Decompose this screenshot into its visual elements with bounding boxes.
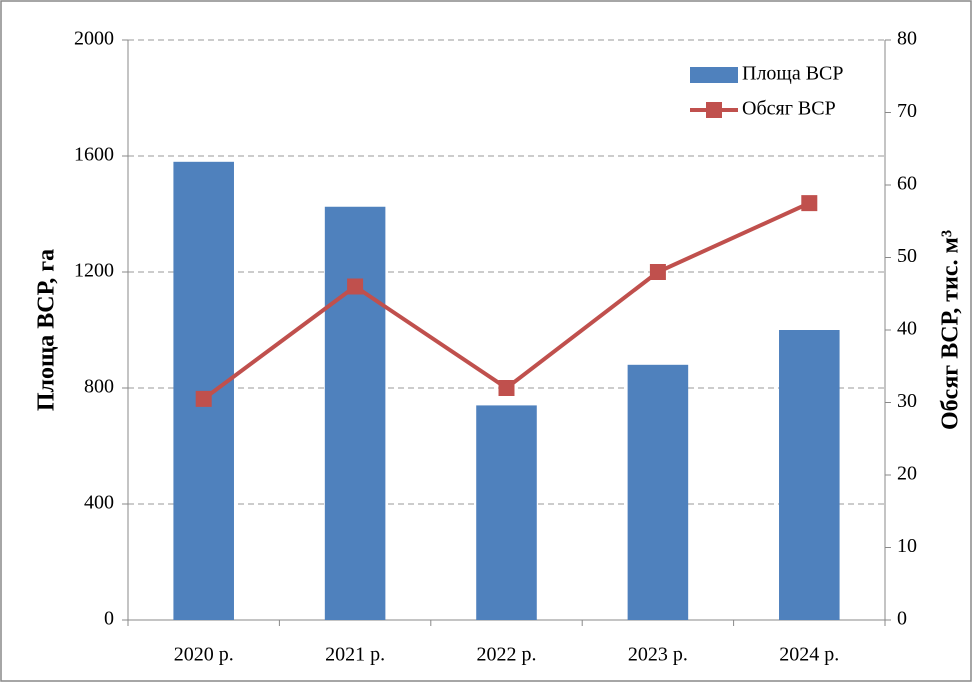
x-tick-label: 2023 р. [628, 644, 688, 666]
y2-tick-label: 60 [897, 173, 917, 195]
x-tick-label: 2020 р. [174, 644, 234, 666]
x-tick-label: 2021 р. [325, 644, 385, 666]
y2-tick-label: 20 [897, 463, 917, 485]
legend-label: Площа ВСР [742, 63, 844, 85]
legend-marker [706, 102, 722, 118]
y2-tick-label: 40 [897, 318, 917, 340]
y-tick-label: 2000 [74, 28, 114, 50]
bar [627, 364, 689, 620]
y2-tick-label: 10 [897, 535, 917, 557]
line-marker [195, 390, 212, 407]
y-tick-label: 0 [104, 608, 114, 630]
y-tick-label: 800 [84, 376, 114, 398]
y2-tick-label: 0 [897, 608, 907, 630]
y-tick-label: 1200 [74, 260, 114, 282]
line-marker [498, 380, 515, 396]
line-marker [649, 264, 666, 280]
legend-swatch [690, 67, 738, 83]
line-marker [801, 195, 818, 212]
y2-axis-title: Обсяг ВСР, тис. м³ [938, 230, 964, 430]
y-tick-label: 1600 [74, 144, 114, 166]
bar [324, 206, 386, 620]
x-tick-label: 2024 р. [779, 644, 839, 666]
x-tick-label: 2022 р. [477, 644, 537, 666]
y2-tick-label: 80 [897, 28, 917, 50]
line-marker [347, 278, 364, 295]
y2-tick-label: 50 [897, 245, 917, 267]
y2-tick-label: 30 [897, 390, 917, 412]
y2-tick-label: 70 [897, 100, 917, 122]
legend-label: Обсяг ВСР [742, 98, 836, 120]
bar [476, 405, 537, 620]
y-tick-label: 400 [84, 492, 114, 514]
bar [779, 330, 840, 620]
y-axis-title: Площа ВСР, га [34, 249, 60, 411]
